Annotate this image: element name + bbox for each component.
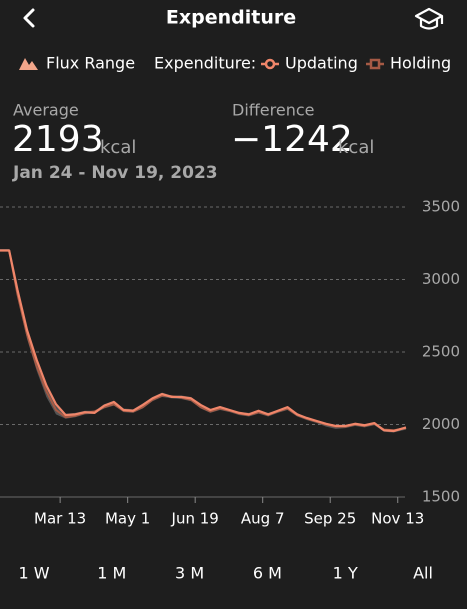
range-button[interactable]: 1 W — [18, 564, 49, 583]
range-button[interactable]: 3 M — [175, 564, 204, 583]
legend-icon-marker — [264, 58, 276, 70]
average-unit: kcal — [100, 137, 136, 158]
difference-unit: kcal — [338, 137, 374, 158]
y-tick-label: 1500 — [422, 488, 460, 506]
legend-label: Updating — [285, 54, 358, 73]
legend-icon-marker — [369, 58, 381, 70]
difference-label: Difference — [232, 101, 314, 120]
x-tick-label: Mar 13 — [34, 510, 86, 528]
y-tick-label: 3000 — [422, 270, 460, 288]
x-tick-label: Jun 19 — [171, 510, 219, 528]
legend-icon-flux — [19, 58, 38, 70]
page-title: Expenditure — [166, 7, 296, 29]
date-range: Jan 24 - Nov 19, 2023 — [12, 163, 218, 183]
average-value: 2193 — [12, 119, 104, 160]
x-tick-label: Sep 25 — [304, 510, 356, 528]
y-tick-label: 3500 — [422, 198, 460, 216]
x-tick-label: Aug 7 — [241, 510, 285, 528]
legend-label: Flux Range — [46, 54, 135, 73]
x-tick-label: Nov 13 — [371, 510, 424, 528]
range-button[interactable]: 1 M — [97, 564, 126, 583]
range-button[interactable]: All — [413, 564, 433, 583]
range-button[interactable]: 1 Y — [333, 564, 358, 583]
legend-label: Holding — [390, 54, 451, 73]
average-label: Average — [13, 101, 79, 120]
back-button[interactable] — [23, 8, 35, 28]
difference-value: −1242 — [231, 119, 353, 160]
x-tick-label: May 1 — [105, 510, 150, 528]
series-line — [0, 249, 407, 433]
legend-title: Expenditure: — [154, 54, 256, 73]
y-tick-label: 2500 — [422, 343, 460, 361]
learn-button[interactable] — [414, 7, 444, 30]
y-tick-label: 2000 — [422, 415, 460, 433]
range-button[interactable]: 6 M — [253, 564, 282, 583]
